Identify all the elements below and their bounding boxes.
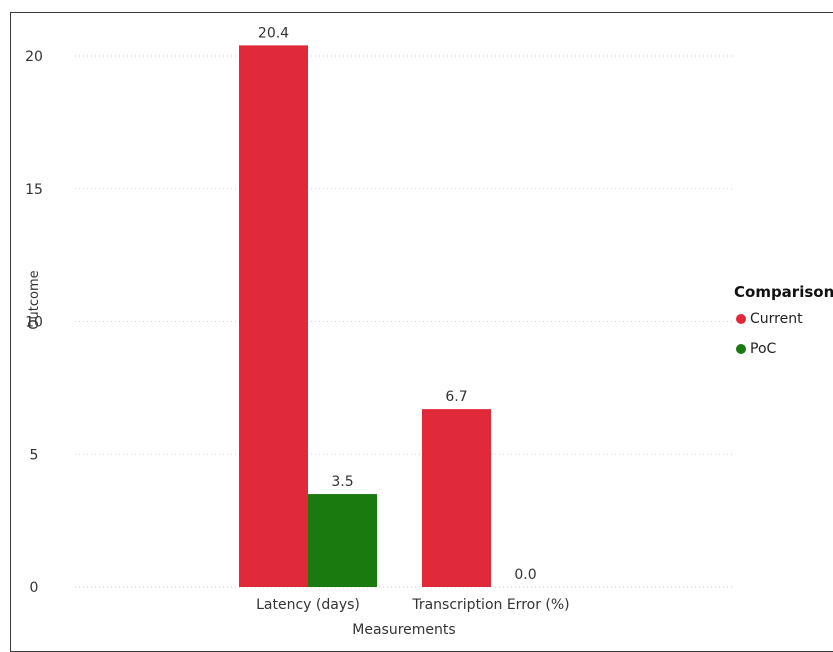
y-axis-ticks: 0 5 10 15 20	[25, 49, 43, 596]
data-label: 3.5	[331, 474, 353, 490]
x-axis-label: Measurements	[352, 622, 455, 637]
legend-label-current: Current	[750, 311, 803, 327]
bar-chart: 0 5 10 15 20 20.4 3.5 6.7 0.0 Latency (days) Tra…	[25, 25, 735, 637]
legend-label-poc: PoC	[750, 341, 777, 357]
gridlines	[75, 55, 735, 588]
legend-item-current[interactable]: Current	[736, 311, 803, 327]
x-tick-label: Transcription Error (%)	[411, 597, 569, 613]
data-label: 20.4	[258, 25, 289, 41]
bar-current-1[interactable]	[422, 409, 491, 587]
data-label: 6.7	[445, 389, 467, 405]
bar-poc-0[interactable]	[308, 494, 377, 587]
bar-current-0[interactable]	[239, 45, 308, 587]
y-axis-label: Outcome	[27, 270, 42, 329]
x-axis-ticks: Latency (days) Transcription Error (%)	[256, 597, 570, 613]
legend-title: Comparison	[734, 283, 833, 301]
legend-dot-poc	[736, 344, 746, 354]
y-tick-label: 15	[25, 182, 43, 198]
x-tick-label: Latency (days)	[256, 597, 360, 613]
data-labels: 20.4 3.5 6.7 0.0	[258, 25, 537, 583]
legend-item-poc[interactable]: PoC	[736, 341, 776, 357]
y-tick-label: 5	[30, 447, 39, 463]
y-tick-label: 10	[25, 315, 43, 331]
bars	[239, 45, 491, 587]
data-label: 0.0	[514, 567, 536, 583]
y-tick-label: 0	[30, 580, 39, 596]
y-tick-label: 20	[25, 49, 43, 65]
legend-dot-current	[736, 314, 746, 324]
